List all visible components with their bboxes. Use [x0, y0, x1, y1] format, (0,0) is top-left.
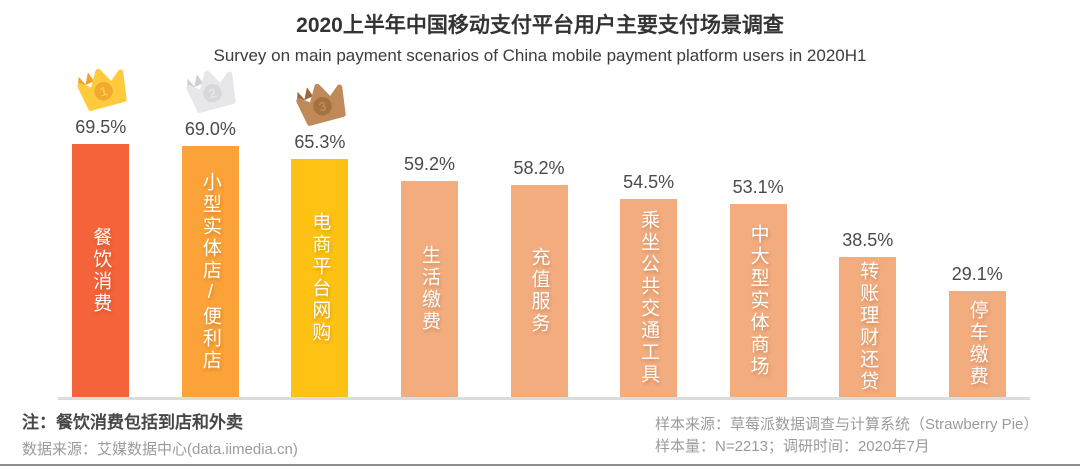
bar-column-9: 29.1% 停车缴费: [923, 63, 1033, 397]
bar-category-label: 转账理财还贷: [857, 261, 879, 393]
bar-category-label: 中大型实体商场: [747, 223, 769, 378]
bar-column-4: 59.2% 生活缴费: [375, 63, 485, 397]
bar-value-label: 29.1%: [951, 264, 1003, 284]
bar: 小型实体店/便利店: [181, 146, 239, 397]
footer-left: 注：餐饮消费包括到店和外卖 数据来源：艾媒数据中心(data.iimedia.c…: [22, 408, 298, 459]
bar-category-label: 乘坐公共交通工具: [638, 210, 660, 386]
bar-column-3: 3 65.3% 电商平台网购: [265, 63, 375, 397]
bar-value-label: 58.2%: [513, 158, 565, 178]
bar-column-7: 53.1% 中大型实体商场: [703, 63, 813, 397]
bottom-divider: [0, 464, 1080, 466]
bar: 停车缴费: [948, 291, 1006, 397]
bar-column-2: 2 69.0% 小型实体店/便利店: [156, 63, 266, 397]
bar: 转账理财还贷: [839, 257, 897, 397]
svg-text:2: 2: [207, 85, 218, 101]
bar-category-label: 生活缴费: [418, 245, 440, 333]
footer-right: 样本来源：草莓派数据调查与计算系统（Strawberry Pie） 样本量：N=…: [655, 414, 1038, 458]
bar-category-label: 停车缴费: [966, 300, 988, 388]
gold-crown-icon: 1: [73, 64, 129, 114]
bar-value-label: 69.5%: [75, 117, 127, 137]
bar-column-5: 58.2% 充值服务: [484, 63, 594, 397]
footnote: 注：餐饮消费包括到店和外卖: [22, 413, 243, 432]
bar-value-label: 65.3%: [294, 132, 346, 152]
chart-title: 2020上半年中国移动支付平台用户主要支付场景调查: [296, 14, 784, 37]
svg-text:3: 3: [317, 98, 328, 114]
bar-category-label: 充值服务: [528, 247, 550, 335]
bar-value-label: 69.0%: [184, 119, 236, 139]
bar: 餐饮消费: [72, 144, 130, 397]
bar: 电商平台网购: [291, 159, 349, 397]
data-source: 数据来源：艾媒数据中心(data.iimedia.cn): [22, 441, 298, 458]
x-axis-line: [58, 397, 1030, 400]
bronze-crown-icon: 3: [292, 79, 348, 129]
bar: 乘坐公共交通工具: [620, 199, 678, 397]
bar-value-label: 59.2%: [403, 154, 455, 174]
bar-column-6: 54.5% 乘坐公共交通工具: [594, 63, 704, 397]
bar: 中大型实体商场: [729, 204, 787, 397]
silver-crown-icon: 2: [182, 66, 238, 116]
bar-chart: 1 69.5% 餐饮消费 2 69.0% 小型实体店/便利店 3 65.3% 电…: [46, 63, 1032, 397]
sample-source: 样本来源：草莓派数据调查与计算系统（Strawberry Pie）: [655, 416, 1039, 433]
bar: 充值服务: [510, 185, 568, 397]
bar-category-label: 电商平台网购: [309, 212, 331, 344]
chart-subtitle: Survey on main payment scenarios of Chin…: [213, 46, 867, 65]
bar-value-label: 54.5%: [623, 172, 675, 192]
bar-column-1: 1 69.5% 餐饮消费: [46, 63, 156, 397]
bar-category-label: 小型实体店/便利店: [199, 171, 221, 372]
bar-value-label: 38.5%: [842, 230, 894, 250]
bar-column-8: 38.5% 转账理财还贷: [813, 63, 923, 397]
bar: 生活缴费: [400, 181, 458, 397]
bar-value-label: 53.1%: [732, 177, 784, 197]
sample-size: 样本量：N=2213；调研时间：2020年7月: [655, 438, 930, 455]
svg-text:1: 1: [98, 83, 109, 99]
bar-category-label: 餐饮消费: [90, 226, 112, 315]
